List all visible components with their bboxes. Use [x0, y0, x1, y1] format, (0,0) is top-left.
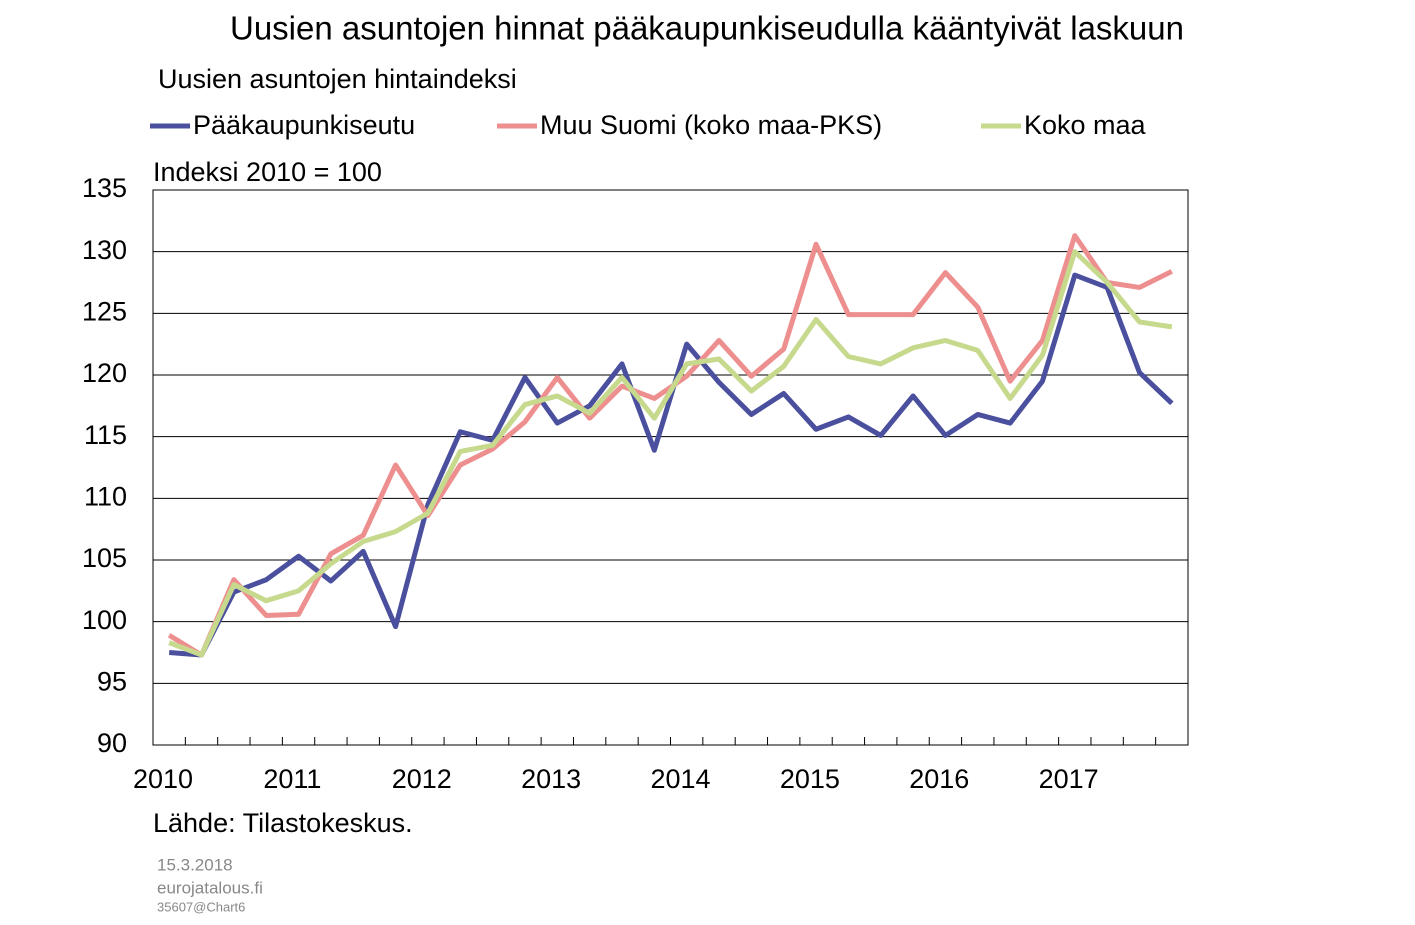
series-line: [168, 249, 1173, 658]
x-tick-label: 2016: [909, 764, 969, 794]
code: 35607@Chart6: [157, 899, 245, 914]
legend-label: Pääkaupunkiseutu: [193, 110, 415, 140]
chart-subtitle: Uusien asuntojen hintaindeksi: [158, 64, 517, 94]
source: Lähde: Tilastokeskus.: [153, 808, 413, 838]
y-tick-label: 105: [82, 543, 127, 573]
website: eurojatalous.fi: [157, 878, 263, 897]
x-tick-label: 2010: [133, 764, 193, 794]
y-tick-label: 135: [82, 173, 127, 203]
y-tick-label: 125: [82, 296, 127, 326]
series-line: [167, 233, 1173, 658]
plot-frame: [152, 189, 1189, 746]
x-tick-label: 2014: [650, 764, 710, 794]
y-tick-label: 100: [82, 605, 127, 635]
y-tick-label: 90: [97, 728, 127, 758]
x-tick-label: 2013: [521, 764, 581, 794]
y-tick-label: 110: [84, 481, 127, 511]
y-tick-label: 120: [82, 358, 127, 388]
legend-label: Koko maa: [1024, 110, 1147, 140]
x-tick-label: 2012: [392, 764, 452, 794]
y-tick-label: 95: [97, 666, 127, 696]
legend-label: Muu Suomi (koko maa-PKS): [540, 110, 882, 140]
y-axis-label: Indeksi 2010 = 100: [153, 157, 382, 187]
y-tick-label: 130: [82, 235, 127, 265]
y-tick-label: 115: [84, 420, 127, 450]
series-line: [168, 272, 1174, 658]
x-tick-label: 2011: [263, 764, 321, 794]
chart-title: Uusien asuntojen hinnat pääkaupunkiseudu…: [230, 10, 1184, 47]
date: 15.3.2018: [157, 855, 233, 874]
x-tick-label: 2015: [780, 764, 840, 794]
x-tick-label: 2017: [1039, 764, 1099, 794]
